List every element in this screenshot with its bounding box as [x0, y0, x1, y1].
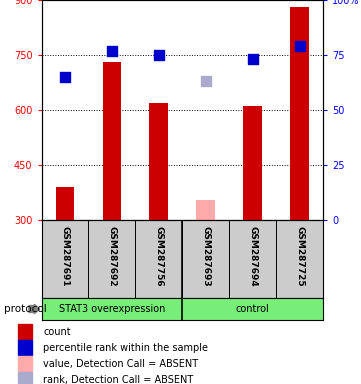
Point [203, 78, 209, 84]
Text: STAT3 overexpression: STAT3 overexpression [59, 304, 165, 314]
Text: protocol: protocol [4, 304, 46, 314]
Bar [18, 324, 32, 339]
Text: count: count [43, 326, 71, 336]
Bar [56, 187, 74, 220]
Text: GSM287756: GSM287756 [155, 226, 163, 287]
Bar [18, 372, 32, 384]
Bar [18, 356, 32, 371]
Text: rank, Detection Call = ABSENT: rank, Detection Call = ABSENT [43, 374, 193, 384]
Text: GSM287694: GSM287694 [248, 226, 257, 287]
Bar [243, 106, 262, 220]
Bar [18, 341, 32, 354]
Text: GSM287691: GSM287691 [61, 226, 69, 287]
Point [156, 52, 162, 58]
Point [62, 74, 68, 80]
Bar [149, 103, 168, 220]
Text: percentile rank within the sample: percentile rank within the sample [43, 343, 208, 353]
Bar [103, 62, 121, 220]
Point [250, 56, 256, 63]
Text: GSM287693: GSM287693 [201, 226, 210, 287]
Point [297, 43, 303, 49]
Point [109, 48, 115, 54]
Text: control: control [236, 304, 270, 314]
Bar [196, 200, 215, 220]
Text: GSM287725: GSM287725 [295, 226, 304, 287]
Bar [290, 7, 309, 220]
Text: value, Detection Call = ABSENT: value, Detection Call = ABSENT [43, 359, 199, 369]
Text: GSM287692: GSM287692 [108, 226, 116, 287]
